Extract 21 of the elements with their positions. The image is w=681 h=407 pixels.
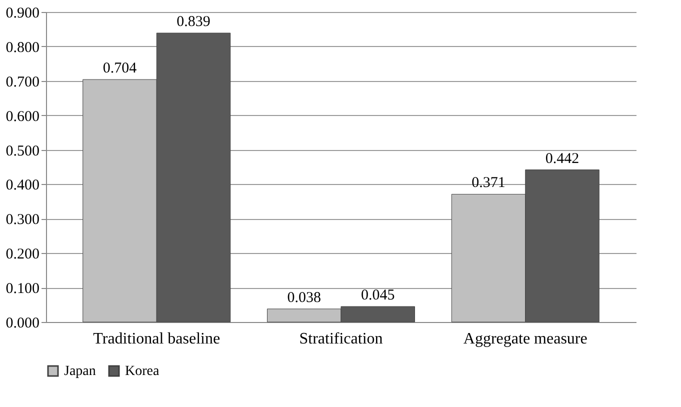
y-tick-label: 0.200: [6, 246, 40, 263]
y-tick-label: 0.700: [6, 74, 40, 90]
y-tick-label: 0.900: [6, 6, 40, 22]
legend-label: Korea: [125, 364, 160, 379]
y-tick-label: 0.400: [6, 178, 40, 194]
y-tick-label: 0.100: [6, 281, 40, 298]
y-tick-label: 0.000: [6, 316, 40, 332]
x-tick-label: Traditional baseline: [93, 330, 220, 348]
x-tick-label: Stratification: [299, 330, 383, 348]
y-tick-label: 0.500: [6, 143, 40, 160]
data-label: 0.704: [102, 60, 138, 77]
y-tick-label: 0.300: [6, 212, 40, 228]
legend-label: Japan: [64, 364, 96, 379]
y-tick-label: 0.800: [6, 40, 40, 56]
data-label: 0.839: [176, 14, 210, 30]
x-tick-label: Aggregate measure: [463, 330, 588, 348]
data-label: 0.045: [361, 288, 395, 304]
data-label: 0.038: [287, 290, 321, 306]
data-label: 0.442: [545, 150, 580, 167]
data-label: 0.371: [472, 175, 506, 192]
y-tick-label: 0.600: [6, 108, 40, 125]
